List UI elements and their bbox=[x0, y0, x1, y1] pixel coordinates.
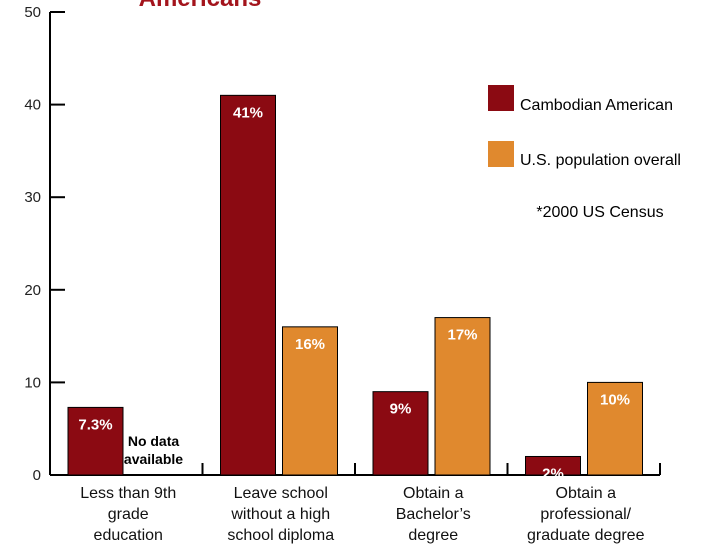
bar-us-population bbox=[434, 317, 491, 476]
x-tick-label-line: Bachelor’s bbox=[396, 506, 471, 523]
x-tick-label-line: professional/ bbox=[540, 506, 631, 523]
y-axis: 0 10 20 30 40 50 bbox=[24, 4, 65, 484]
bar-value-label: 16% bbox=[295, 336, 325, 353]
x-tick-label: Obtain a Bachelor’s degree bbox=[396, 485, 471, 544]
bar-cambodian-american bbox=[220, 94, 276, 476]
x-tick-label: Leave school without a high school diploma bbox=[227, 485, 334, 544]
y-tick-label: 20 bbox=[24, 282, 41, 299]
no-data-label-line: available bbox=[124, 451, 183, 467]
y-tick-label: 10 bbox=[24, 374, 41, 391]
y-tick-label: 50 bbox=[24, 4, 41, 21]
bar-value-label: 17% bbox=[447, 327, 477, 344]
chart-title: Americans bbox=[139, 0, 262, 12]
no-data-label-line: No data bbox=[128, 433, 180, 449]
bar-us-population bbox=[587, 381, 643, 476]
x-tick-label-line: Obtain a bbox=[556, 485, 617, 502]
x-tick-label-line: Obtain a bbox=[403, 485, 464, 502]
x-tick-label-line: Leave school bbox=[234, 485, 328, 502]
no-data-label: No data available bbox=[124, 433, 183, 467]
legend-label-us-population: U.S. population overall bbox=[520, 152, 681, 169]
x-tick-label: Less than 9th grade education bbox=[80, 485, 176, 544]
legend-swatch-us-population bbox=[488, 141, 514, 167]
bar-us-population bbox=[282, 326, 338, 476]
x-tick-label-line: grade bbox=[108, 506, 149, 523]
x-tick-label-line: Less than 9th bbox=[80, 485, 176, 502]
y-tick-label: 30 bbox=[24, 189, 41, 206]
census-note: *2000 US Census bbox=[536, 204, 663, 221]
bar-value-label: 10% bbox=[600, 391, 630, 408]
bar-value-label: 41% bbox=[233, 104, 263, 121]
legend-swatch-cambodian-american bbox=[488, 85, 514, 111]
legend: Cambodian American U.S. population overal… bbox=[488, 85, 681, 169]
x-tick-label-line: graduate degree bbox=[527, 527, 645, 544]
bar-cambodian-american bbox=[525, 455, 581, 476]
x-tick-label-line: without a high bbox=[230, 506, 330, 523]
bar-cambodian-american bbox=[372, 391, 429, 476]
x-tick-label-line: degree bbox=[408, 527, 458, 544]
x-tick-label: Obtain a professional/graduate degree bbox=[527, 485, 645, 544]
y-tick-label: 40 bbox=[24, 97, 41, 114]
bars: 7.3% 41% 9% 2% No data available 16% 17% 10% bbox=[67, 94, 643, 482]
x-tick-label-line: education bbox=[94, 527, 163, 544]
legend-label-cambodian-american: Cambodian American bbox=[520, 97, 673, 114]
bar-value-label: 7.3% bbox=[78, 416, 112, 433]
bar-value-label: 2% bbox=[542, 465, 564, 482]
y-tick-label: 0 bbox=[33, 467, 41, 484]
bar-cambodian-american bbox=[67, 406, 124, 476]
x-tick-label-line: school diploma bbox=[227, 527, 334, 544]
bar-value-label: 9% bbox=[390, 401, 412, 418]
x-axis: Less than 9th grade education Leave school w… bbox=[50, 463, 661, 544]
